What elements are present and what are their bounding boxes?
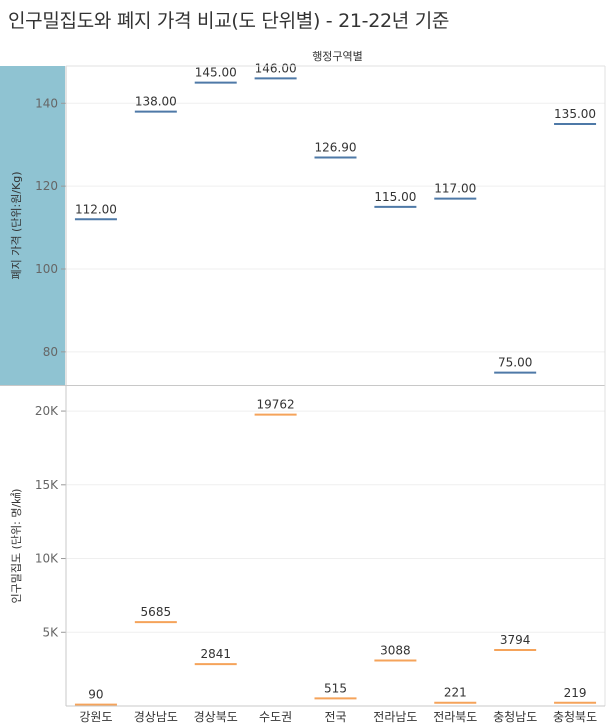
data-label-density-6: 221 (444, 686, 467, 700)
x-category-label: 전라남도 (373, 710, 417, 724)
x-category-label: 경상북도 (194, 710, 238, 724)
data-label-density-8: 219 (564, 686, 587, 700)
data-label-price-4: 126.90 (315, 141, 357, 155)
data-label-density-0: 90 (88, 688, 103, 702)
y-tick-label-density: 20K (35, 404, 59, 418)
data-label-price-1: 138.00 (135, 95, 177, 109)
y-tick-label-density: 5K (42, 625, 59, 639)
data-label-price-8: 135.00 (554, 107, 596, 121)
data-label-density-1: 5685 (141, 605, 172, 619)
data-label-density-2: 2841 (200, 647, 231, 661)
x-category-label: 충청북도 (553, 710, 597, 724)
y-tick-label-price: 120 (35, 179, 58, 193)
row-header-price (0, 66, 65, 385)
x-category-label: 전라북도 (433, 710, 477, 724)
y-axis-title-density: 인구밀집도 (단위: 명/㎢) (10, 489, 23, 604)
x-category-label: 수도권 (259, 710, 292, 724)
data-label-density-7: 3794 (500, 633, 531, 647)
data-label-density-5: 3088 (380, 643, 411, 657)
y-tick-label-price: 140 (35, 96, 58, 110)
data-label-price-6: 117.00 (434, 182, 476, 196)
x-category-label: 충청남도 (493, 710, 537, 724)
y-axis-title-price: 폐지 가격 (단위:원/Kg) (10, 171, 23, 279)
data-label-price-3: 146.00 (255, 61, 297, 75)
data-label-price-2: 145.00 (195, 66, 237, 80)
data-label-density-3: 19762 (257, 398, 295, 412)
chart-title: 인구밀집도와 폐지 가격 비교(도 단위별) - 21-22년 기준 (8, 10, 450, 32)
data-label-price-7: 75.00 (498, 356, 532, 370)
data-label-density-4: 515 (324, 681, 347, 695)
y-tick-label-price: 100 (35, 262, 58, 276)
y-tick-label-density: 10K (35, 552, 59, 566)
x-category-label: 경상남도 (134, 710, 178, 724)
column-header: 행정구역별 (312, 50, 363, 63)
x-category-label: 강원도 (79, 710, 112, 724)
y-tick-label-density: 15K (35, 478, 59, 492)
y-tick-label-price: 80 (43, 345, 58, 359)
x-category-label: 전국 (324, 710, 346, 724)
data-label-price-5: 115.00 (374, 190, 416, 204)
data-label-price-0: 112.00 (75, 202, 117, 216)
